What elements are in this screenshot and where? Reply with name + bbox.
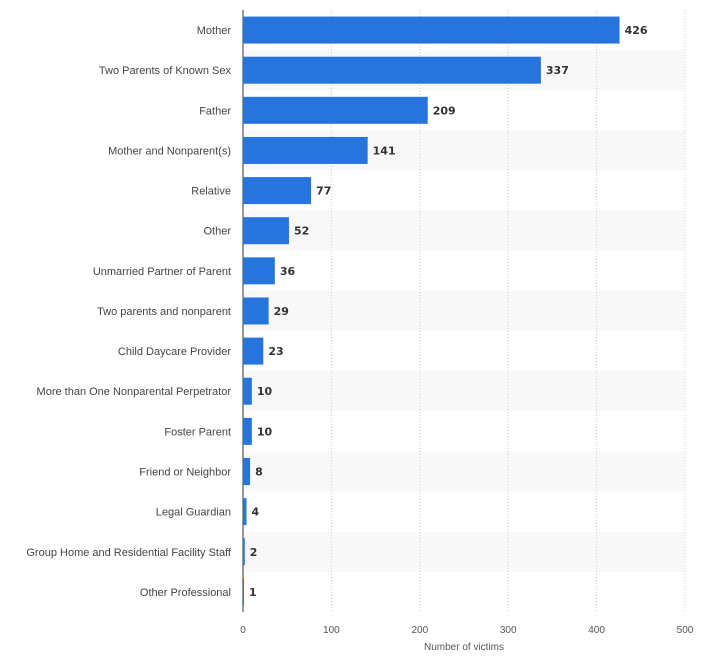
- category-label: Other: [203, 226, 231, 238]
- value-label: 23: [268, 345, 283, 358]
- category-label: Two parents and nonparent: [97, 306, 231, 318]
- bar: [243, 297, 269, 325]
- value-label: 10: [257, 385, 273, 398]
- category-label: Child Daycare Provider: [118, 346, 231, 358]
- category-label: More than One Nonparental Perpetrator: [37, 386, 232, 398]
- value-label: 77: [316, 185, 331, 198]
- x-tick-label: 500: [677, 625, 694, 636]
- bar: [243, 177, 312, 205]
- value-label: 2: [250, 546, 258, 559]
- x-tick-label: 300: [500, 625, 517, 636]
- bar: [243, 538, 245, 566]
- row-band: [243, 371, 685, 412]
- bar: [243, 377, 252, 405]
- value-label: 337: [546, 64, 569, 77]
- x-tick-label: 200: [411, 625, 428, 636]
- value-labels: 426 337 209 141 77 52 36 29 23 10 10 8 4 2 1: [249, 24, 648, 599]
- row-bands: [243, 50, 685, 572]
- x-tick-label: 0: [240, 625, 246, 636]
- row-band: [243, 290, 685, 332]
- value-label: 52: [294, 225, 309, 238]
- bar: [243, 136, 368, 164]
- value-label: 141: [373, 144, 396, 157]
- bar: [243, 217, 289, 245]
- x-axis-title: Number of victims: [424, 642, 504, 653]
- x-tick-label: 400: [588, 625, 605, 636]
- bars: [243, 16, 620, 606]
- category-label: Foster Parent: [164, 426, 231, 438]
- row-band: [243, 451, 685, 492]
- row-band: [243, 531, 685, 572]
- value-label: 209: [433, 104, 456, 117]
- value-label: 1: [249, 586, 257, 599]
- x-tick-label: 100: [323, 625, 340, 636]
- category-labels: Mother Two Parents of Known Sex Father Moth…: [26, 25, 232, 599]
- row-band: [243, 210, 685, 251]
- category-label: Unmarried Partner of Parent: [93, 266, 231, 278]
- value-label: 29: [274, 305, 289, 318]
- bar: [243, 56, 541, 84]
- value-label: 10: [257, 425, 273, 438]
- bar: [243, 578, 244, 606]
- category-label: Other Professional: [140, 587, 231, 599]
- value-label: 8: [255, 465, 263, 478]
- category-label: Relative: [191, 186, 231, 198]
- value-label: 36: [280, 265, 296, 278]
- bar: [243, 498, 247, 526]
- bar: [243, 257, 275, 285]
- value-label: 426: [625, 24, 648, 37]
- category-label: Mother and Nonparent(s): [108, 145, 231, 157]
- x-axis-ticks: 0 100 200 300 400 500: [240, 625, 694, 636]
- category-label: Father: [199, 105, 231, 117]
- category-label: Mother: [197, 25, 232, 37]
- bar: [243, 417, 252, 445]
- bar: [243, 96, 428, 124]
- value-label: 4: [252, 506, 260, 519]
- category-label: Two Parents of Known Sex: [99, 65, 232, 77]
- bar: [243, 457, 251, 485]
- category-label: Legal Guardian: [156, 507, 231, 519]
- bar: [243, 16, 620, 44]
- bar: [243, 337, 264, 365]
- category-label: Group Home and Residential Facility Staf…: [26, 547, 232, 559]
- category-label: Friend or Neighbor: [139, 466, 231, 478]
